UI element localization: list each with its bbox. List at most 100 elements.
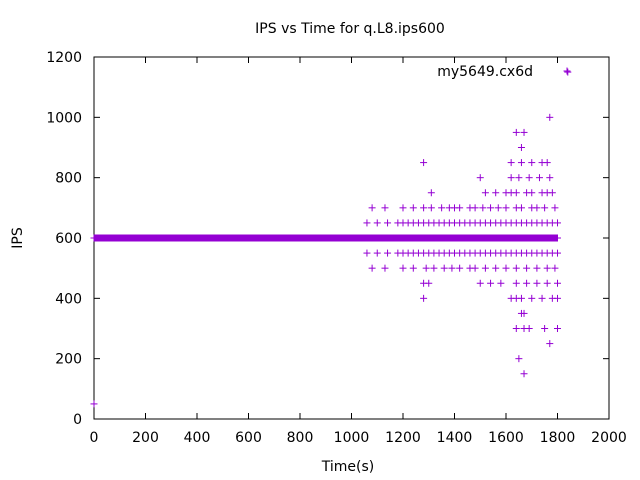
data-point (546, 340, 554, 348)
data-point (420, 204, 428, 212)
data-point (533, 264, 541, 272)
data-point (368, 204, 376, 212)
data-point (525, 174, 533, 182)
data-point (517, 144, 525, 151)
data-point (523, 279, 531, 287)
data-point (438, 204, 446, 212)
data-point (471, 204, 479, 212)
x-tick-label: 2000 (591, 430, 627, 446)
y-tick-label: 0 (73, 412, 82, 428)
data-point (564, 68, 572, 76)
data-point (546, 113, 554, 121)
data-point (517, 159, 525, 167)
data-point (541, 204, 549, 212)
data-point (554, 279, 561, 287)
data-point (487, 279, 495, 287)
legend-label: my5649.cx6d (437, 64, 533, 80)
data-point (535, 174, 543, 182)
y-tick-label: 400 (55, 291, 82, 307)
data-point (373, 219, 381, 227)
data-point (448, 264, 456, 272)
data-point (471, 264, 479, 272)
y-tick-label: 800 (55, 171, 82, 187)
x-tick-label: 1000 (334, 430, 370, 446)
data-point (515, 174, 523, 182)
data-point (409, 264, 417, 272)
data-point (368, 264, 376, 272)
data-point (507, 174, 515, 182)
data-point (548, 189, 556, 197)
data-point (494, 204, 502, 212)
data-point (551, 204, 559, 212)
data-point (90, 400, 98, 408)
data-point (554, 234, 561, 242)
data-point (384, 219, 392, 227)
legend-marker-symbol (563, 67, 571, 75)
data-point (538, 294, 546, 302)
y-tick-label: 1000 (46, 110, 82, 126)
data-point (520, 309, 528, 317)
data-point (512, 325, 520, 332)
data-point (420, 159, 428, 167)
data-point (554, 249, 561, 257)
data-point (523, 264, 531, 272)
data-points (90, 68, 572, 408)
data-point (381, 204, 389, 212)
x-tick-label: 800 (287, 430, 314, 446)
data-point (533, 279, 541, 287)
data-point (476, 279, 484, 287)
data-point (517, 204, 525, 212)
y-tick-label: 600 (55, 231, 82, 247)
data-point (543, 264, 551, 272)
data-point (520, 128, 528, 136)
data-point (487, 204, 495, 212)
data-point (512, 279, 520, 287)
data-point (492, 189, 500, 197)
data-point (554, 219, 561, 227)
data-point (528, 159, 536, 167)
axis-ticks: 0 200 400 600 800 1000 1200 1400 1600 1800 2000 0 20… (46, 50, 626, 446)
data-point (456, 204, 464, 212)
data-point (492, 264, 500, 272)
data-point (440, 264, 448, 272)
data-point (546, 174, 554, 182)
data-point (456, 264, 464, 272)
data-point (425, 279, 433, 287)
data-point (502, 204, 510, 212)
data-point (427, 189, 435, 197)
data-point (515, 355, 523, 363)
x-tick-label: 1200 (385, 430, 421, 446)
data-point (497, 279, 505, 287)
data-point (512, 264, 520, 272)
data-point (502, 264, 510, 272)
data-point (373, 249, 381, 257)
data-point (554, 325, 561, 332)
x-tick-label: 600 (235, 430, 262, 446)
data-point (512, 189, 520, 197)
data-point (543, 159, 551, 167)
x-tick-label: 1800 (540, 430, 576, 446)
data-point (409, 204, 417, 212)
x-tick-label: 400 (184, 430, 211, 446)
data-point (512, 128, 520, 136)
x-axis-label: Time(s) (321, 459, 374, 475)
x-tick-label: 1600 (488, 430, 524, 446)
legend-marker (563, 67, 571, 75)
x-tick-label: 1400 (437, 430, 473, 446)
data-point (399, 264, 407, 272)
data-point (528, 189, 536, 197)
data-point (481, 189, 489, 197)
y-tick-label: 1200 (46, 50, 82, 66)
x-tick-label: 0 (90, 430, 99, 446)
data-point (399, 204, 407, 212)
data-point (363, 249, 371, 257)
data-point (528, 294, 536, 302)
y-axis-label: IPS (10, 227, 26, 249)
data-point (420, 294, 428, 302)
chart-title: IPS vs Time for q.L8.ips600 (255, 21, 445, 37)
x-tick-label: 200 (132, 430, 159, 446)
data-point (427, 204, 435, 212)
data-point (381, 264, 389, 272)
data-point (422, 264, 430, 272)
